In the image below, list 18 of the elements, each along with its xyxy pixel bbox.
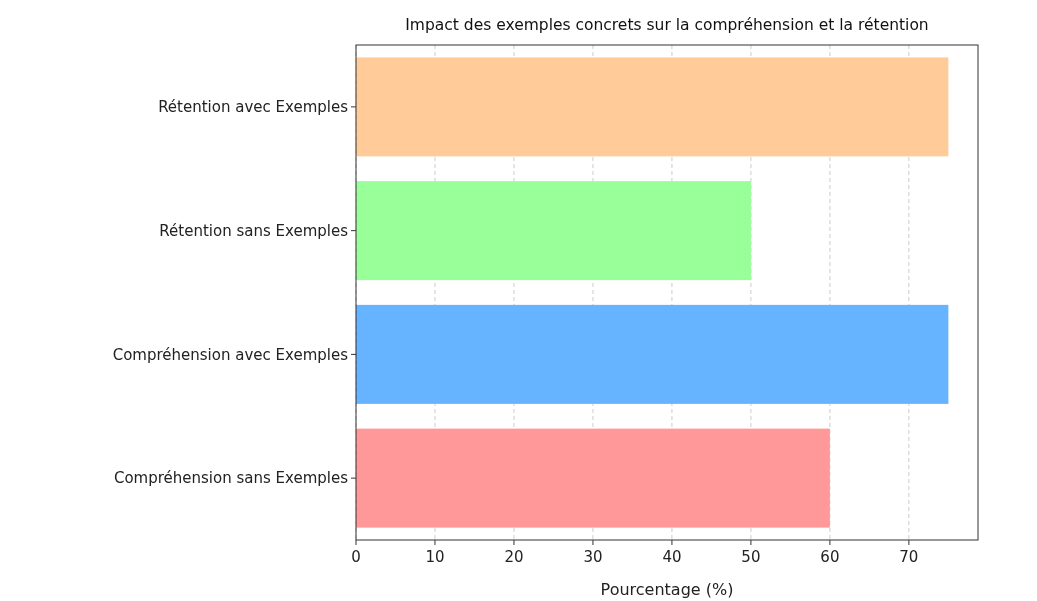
- bar: [356, 304, 949, 404]
- x-tick-label: 60: [820, 548, 840, 566]
- y-tick-label: Rétention avec Exemples: [158, 98, 349, 117]
- bar: [356, 181, 751, 281]
- x-tick-label: 50: [741, 548, 761, 566]
- bar: [356, 428, 830, 528]
- x-axis-title: Pourcentage (%): [600, 580, 734, 599]
- x-tick-label: 0: [351, 548, 361, 566]
- bar: [356, 57, 949, 157]
- x-tick-label: 70: [899, 548, 919, 566]
- x-tick-label: 40: [662, 548, 682, 566]
- y-tick-label: Compréhension sans Exemples: [113, 469, 349, 488]
- y-tick-label: Compréhension avec Exemples: [112, 345, 349, 364]
- y-tick-label: Rétention sans Exemples: [159, 221, 349, 240]
- chart-title: Impact des exemples concrets sur la compréhension et la rétention: [405, 16, 929, 34]
- x-tick-label: 30: [583, 548, 603, 566]
- x-tick-label: 20: [504, 548, 524, 566]
- x-tick-label: 10: [425, 548, 445, 566]
